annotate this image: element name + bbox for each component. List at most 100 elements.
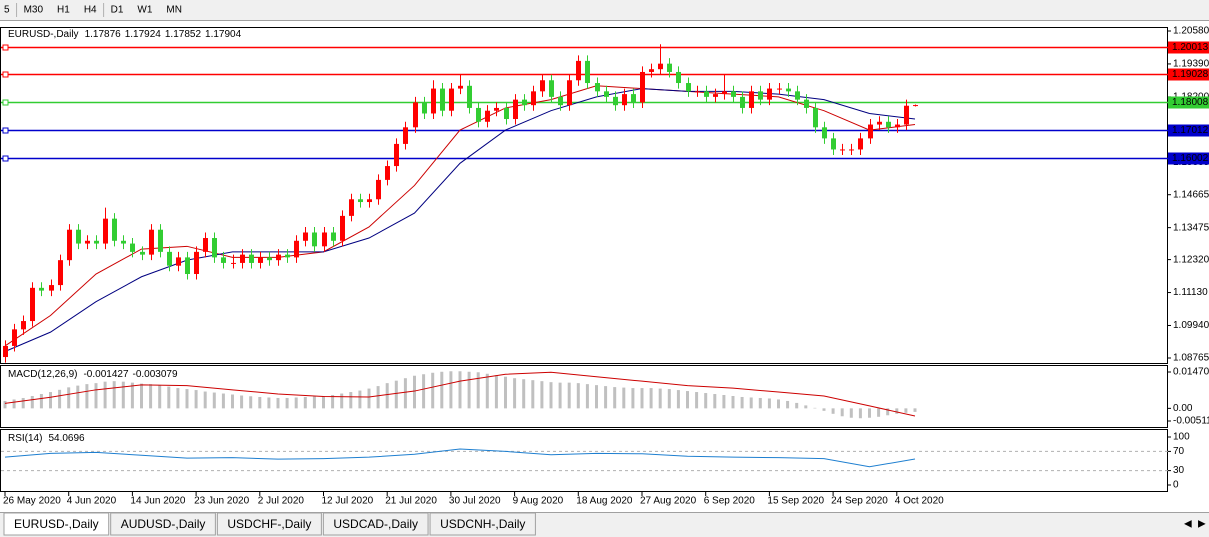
macd-bar (349, 392, 353, 409)
timeframe-button[interactable]: 5 (4, 5, 10, 16)
candle-body (585, 60, 590, 84)
candle-body (440, 88, 445, 111)
x-tick-label: 15 Sep 2020 (767, 496, 824, 507)
candle-body (831, 138, 836, 150)
macd-bar (158, 385, 162, 409)
candle-body (758, 91, 763, 100)
candle-body (121, 240, 126, 244)
x-tick-label: 21 Jul 2020 (385, 496, 437, 507)
macd-bar (804, 405, 808, 409)
candle-body (695, 91, 700, 93)
candle-body (804, 99, 809, 108)
candle-body (749, 91, 754, 108)
timeframe-button[interactable]: MN (166, 5, 182, 16)
x-tick-label: 2 Jul 2020 (258, 496, 305, 507)
tab-label[interactable]: AUDUSD-,Daily (121, 517, 206, 531)
candle-body (349, 199, 354, 216)
indicator-name: RSI(14) (8, 433, 42, 444)
candle-body (549, 80, 554, 97)
timeframe-button[interactable]: H1 (57, 5, 70, 16)
tab[interactable]: EURUSD-,Daily (3, 512, 110, 536)
candle-body (294, 240, 299, 258)
macd-bar (540, 381, 544, 409)
rsi-panel (0, 429, 1168, 492)
candle-body (312, 232, 317, 247)
tab[interactable]: AUDUSD-,Daily (110, 512, 216, 536)
candle-body (449, 88, 454, 111)
macd-bar (585, 384, 589, 409)
candle-body (777, 88, 782, 90)
candle-body (567, 80, 572, 106)
tab-background[interactable] (216, 512, 322, 536)
candle-body (895, 124, 900, 128)
timeframe-button[interactable]: W1 (137, 5, 152, 16)
timeframe-button[interactable]: D1 (111, 5, 124, 16)
macd-bar (94, 383, 98, 409)
macd-bar (76, 385, 80, 409)
macd-bar (449, 371, 453, 409)
signal-line (4, 371, 916, 417)
tab[interactable]: USDCNH-,Daily (429, 512, 536, 536)
moving-average-line (4, 88, 916, 352)
x-tick-label: 27 Aug 2020 (640, 496, 697, 507)
macd-bar (440, 371, 444, 409)
tab[interactable]: USDCHF-,Daily (216, 512, 322, 536)
macd-bar (631, 388, 635, 409)
timeframe-button[interactable]: M30 (24, 5, 44, 16)
tab-scroll-left[interactable]: ◀ (1184, 519, 1192, 530)
tab-background[interactable] (3, 512, 110, 536)
candle-body (476, 107, 481, 122)
timeframe-button[interactable]: H4 (84, 5, 97, 16)
toolbar (0, 0, 1209, 20)
macd-bar (3, 400, 7, 409)
x-tick-label: 23 Jun 2020 (194, 496, 249, 507)
macd-bar (704, 393, 708, 409)
macd-bar (713, 394, 717, 409)
tab-label[interactable]: USDCNH-,Daily (440, 517, 525, 531)
candle-body (285, 254, 290, 258)
candle-body (613, 96, 618, 106)
candle-body (240, 254, 245, 263)
candle-body (67, 229, 72, 261)
y-tick-label: 1.13475 (1173, 222, 1209, 233)
macd-bar (676, 390, 680, 409)
macd-bar (149, 384, 153, 409)
macd-bar (140, 383, 143, 409)
tab-label[interactable]: EURUSD-,Daily (14, 517, 99, 531)
header-value: -0.003079 (133, 369, 178, 380)
candle-body (85, 240, 90, 244)
candle-body (58, 260, 63, 286)
level-price-box (1168, 124, 1209, 137)
tab-background[interactable] (429, 512, 536, 536)
header-value: 54.0696 (48, 433, 85, 444)
macd-bar (385, 383, 389, 409)
macd-bar (595, 385, 598, 409)
level-price-label: 1.20013 (1172, 42, 1209, 53)
y-tick-label: 1.08765 (1173, 353, 1209, 364)
level-price-box (1168, 96, 1209, 109)
candle-body (149, 229, 154, 255)
macd-bar (403, 378, 407, 409)
tab-scroll-right[interactable]: ▶ (1198, 519, 1206, 530)
tab-label[interactable]: USDCHF-,Daily (227, 517, 311, 531)
macd-bar (258, 396, 262, 409)
tab-background[interactable] (110, 512, 216, 536)
candle-body (649, 69, 654, 72)
candle-body (849, 149, 854, 151)
macd-bar (394, 380, 398, 409)
y-tick-label: 0.00 (1173, 403, 1193, 414)
x-tick-label: 4 Oct 2020 (895, 496, 944, 507)
tab-label[interactable]: USDCAD-,Daily (333, 517, 418, 531)
level-handle (2, 71, 9, 78)
macd-bar (121, 381, 125, 409)
macd-bar (740, 396, 744, 409)
candle-body (813, 107, 818, 128)
y-tick-label: 1.09940 (1173, 320, 1209, 331)
candle-body (913, 105, 918, 107)
y-tick-label: 0 (1173, 480, 1179, 491)
macd-bar (367, 388, 371, 409)
tab[interactable]: USDCAD-,Daily (322, 512, 429, 536)
tab-background[interactable] (322, 512, 429, 536)
macd-bar (185, 389, 189, 409)
